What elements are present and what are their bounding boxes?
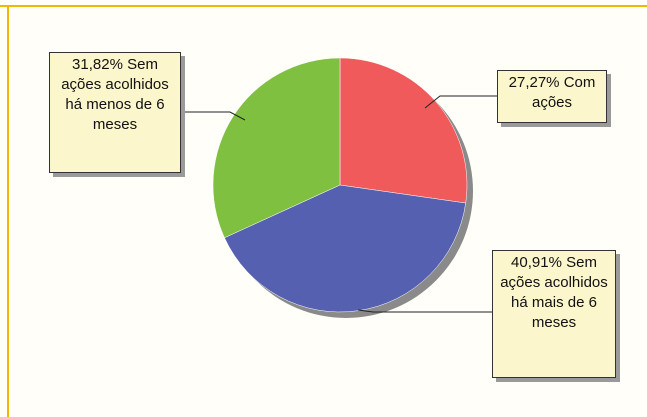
- category-label: Com ações: [531, 74, 596, 111]
- pie-slice: [212, 57, 341, 239]
- leader-line: [181, 111, 246, 121]
- category-label: Sem ações acolhidos há mais de 6 meses: [500, 254, 608, 331]
- data-label-box: 31,82% Sem ações acolhidos há menos de 6…: [49, 52, 181, 173]
- data-label-box: 40,91% Sem ações acolhidos há mais de 6 …: [492, 250, 616, 378]
- pie-slice: [224, 184, 466, 313]
- leader-line: [424, 95, 497, 109]
- category-label: Sem ações acolhidos há menos de 6 meses: [61, 56, 169, 133]
- value-label: 27,27%: [508, 74, 560, 91]
- value-label: 31,82%: [72, 56, 123, 73]
- value-label: 40,91%: [511, 254, 562, 271]
- data-label-box: 27,27% Com ações: [497, 70, 607, 123]
- leader-line: [357, 309, 492, 313]
- pie-slice: [339, 57, 468, 204]
